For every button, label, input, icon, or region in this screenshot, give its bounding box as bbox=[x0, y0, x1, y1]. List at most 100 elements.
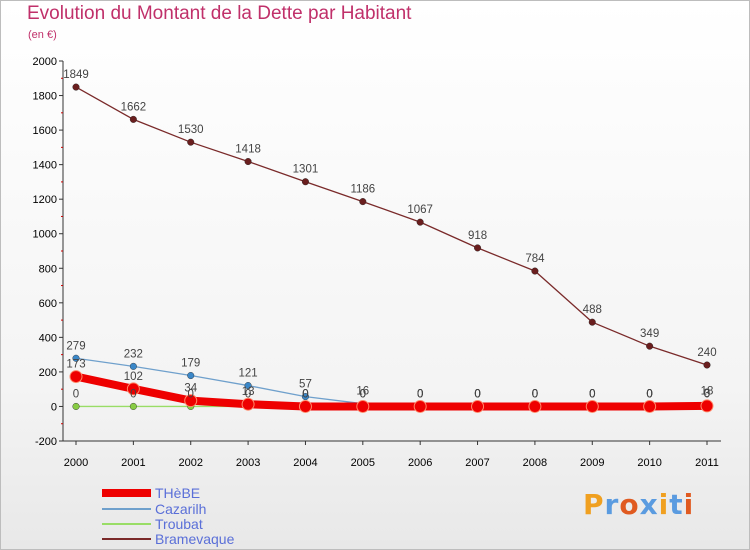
x-tick-label: 2006 bbox=[408, 457, 432, 469]
brand-letter: r bbox=[604, 488, 620, 521]
data-label-3: 918 bbox=[468, 230, 487, 242]
data-label-0: 0 bbox=[360, 388, 366, 400]
legend-label-0: THèBE bbox=[155, 485, 200, 501]
data-label-2: 0 bbox=[589, 388, 595, 400]
x-tick-label: 2003 bbox=[236, 457, 260, 469]
data-label-0: 3 bbox=[704, 388, 710, 400]
data-label-1: 18 bbox=[701, 385, 714, 397]
data-label-0: 0 bbox=[417, 388, 423, 400]
series-marker-2 bbox=[129, 402, 137, 410]
data-label-1: 0 bbox=[532, 388, 538, 400]
data-label-0: 173 bbox=[66, 359, 85, 371]
data-label-1: 179 bbox=[181, 358, 200, 370]
data-label-3: 784 bbox=[525, 253, 545, 265]
x-tick-label: 2008 bbox=[523, 457, 547, 469]
brand-letter: o bbox=[619, 488, 640, 521]
y-tick-label: 800 bbox=[39, 263, 57, 275]
series-marker-0 bbox=[69, 370, 83, 384]
brand-letter: i bbox=[683, 488, 695, 521]
series-marker-3 bbox=[588, 318, 596, 326]
legend-label-2: Troubat bbox=[155, 516, 203, 532]
y-tick-label: 1600 bbox=[33, 125, 57, 137]
series-marker-0 bbox=[241, 397, 255, 411]
x-tick-label: 2001 bbox=[121, 457, 145, 469]
legend-label-1: Cazarilh bbox=[155, 501, 206, 517]
y-tick-label: 400 bbox=[39, 332, 57, 344]
data-label-0: 0 bbox=[474, 388, 480, 400]
series-marker-1 bbox=[301, 393, 309, 401]
data-label-3: 1301 bbox=[293, 164, 319, 176]
data-label-3: 1067 bbox=[407, 204, 433, 216]
y-tick-label: 1200 bbox=[33, 194, 57, 206]
x-tick-label: 2004 bbox=[293, 457, 317, 469]
y-tick-label: 1400 bbox=[33, 160, 57, 172]
series-line-0 bbox=[72, 372, 711, 411]
brand-letter: t bbox=[669, 488, 684, 521]
data-label-3: 1849 bbox=[63, 69, 89, 81]
data-label-1: 232 bbox=[124, 348, 143, 360]
series-marker-3 bbox=[301, 178, 309, 186]
data-label-1: 57 bbox=[299, 379, 312, 391]
data-label-0: 0 bbox=[646, 388, 652, 400]
y-tick-label: 1000 bbox=[33, 229, 57, 241]
axes: -200020040060080010001200140016001800200… bbox=[33, 56, 721, 469]
legend-label-3: Bramevaque bbox=[155, 531, 235, 547]
series-marker-0 bbox=[700, 399, 714, 413]
proxiti-logo: Proxiti bbox=[583, 488, 694, 521]
series-marker-0 bbox=[126, 382, 140, 396]
series-marker-0 bbox=[471, 399, 485, 413]
data-label-2: 0 bbox=[73, 388, 79, 400]
chart-subtitle: (en €) bbox=[28, 29, 57, 41]
series-marker-1 bbox=[187, 372, 195, 380]
data-label-1: 0 bbox=[589, 388, 595, 400]
series-marker-3 bbox=[244, 158, 252, 166]
data-label-2: 0 bbox=[474, 388, 480, 400]
series-marker-1 bbox=[244, 382, 252, 390]
y-tick-label: 0 bbox=[51, 401, 57, 413]
data-label-0: 13 bbox=[242, 386, 255, 398]
x-tick-label: 2005 bbox=[351, 457, 375, 469]
series-marker-2 bbox=[72, 402, 80, 410]
brand-letter: i bbox=[658, 488, 670, 521]
series-line-3 bbox=[75, 86, 708, 366]
data-label-2: 0 bbox=[188, 388, 194, 400]
data-label-2: 0 bbox=[302, 388, 308, 400]
x-tick-label: 2009 bbox=[580, 457, 604, 469]
series-marker-1 bbox=[72, 354, 80, 362]
brand-letter: P bbox=[583, 488, 605, 521]
data-label-2: 0 bbox=[704, 388, 710, 400]
series-marker-3 bbox=[72, 83, 80, 91]
series-marker-0 bbox=[184, 394, 198, 408]
data-label-2: 0 bbox=[417, 388, 423, 400]
y-tick-label: 2000 bbox=[33, 56, 57, 68]
data-label-3: 1418 bbox=[235, 144, 261, 156]
data-label-1: 0 bbox=[417, 388, 423, 400]
data-label-3: 1530 bbox=[178, 124, 204, 136]
data-label-2: 0 bbox=[360, 388, 366, 400]
data-label-2: 0 bbox=[245, 388, 251, 400]
data-label-1: 0 bbox=[474, 388, 480, 400]
data-label-2: 0 bbox=[646, 388, 652, 400]
x-tick-label: 2011 bbox=[695, 457, 719, 469]
series-marker-3 bbox=[703, 361, 711, 369]
series-marker-1 bbox=[129, 362, 137, 370]
x-tick-label: 2002 bbox=[178, 457, 202, 469]
data-label-0: 34 bbox=[184, 383, 197, 395]
series-marker-0 bbox=[298, 399, 312, 413]
series-marker-3 bbox=[187, 138, 195, 146]
data-label-1: 16 bbox=[356, 386, 369, 398]
brand-letter: x bbox=[639, 488, 659, 521]
data-label-1: 121 bbox=[238, 368, 257, 380]
data-label-2: 0 bbox=[532, 388, 538, 400]
series-marker-3 bbox=[129, 115, 137, 123]
y-tick-label: 1800 bbox=[33, 91, 57, 103]
x-tick-label: 2007 bbox=[465, 457, 489, 469]
series-marker-3 bbox=[474, 244, 482, 252]
y-tick-label: 600 bbox=[39, 298, 57, 310]
x-tick-label: 2000 bbox=[64, 457, 88, 469]
chart-title: Evolution du Montant de la Dette par Hab… bbox=[27, 3, 412, 24]
